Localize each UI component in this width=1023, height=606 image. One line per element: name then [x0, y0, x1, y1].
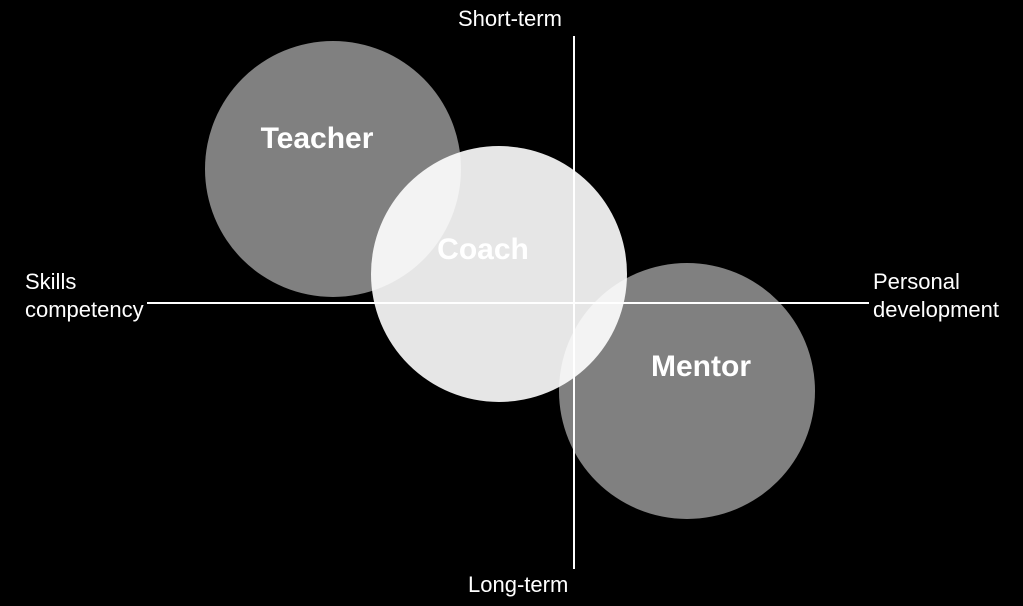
- axis-label-right: Personaldevelopment: [873, 268, 999, 324]
- circle-label-teacher: Teacher: [261, 122, 374, 156]
- circle-label-coach: Coach: [437, 233, 529, 267]
- axis-label-left-line-1: Skills: [25, 268, 144, 296]
- axis-label-left: Skillscompetency: [25, 268, 144, 324]
- axis-label-left-line-2: competency: [25, 296, 144, 324]
- axis-label-right-line-2: development: [873, 296, 999, 324]
- diagram-stage: Teacher Coach Mentor Short-term Long-term Ski…: [0, 0, 1023, 606]
- circle-mentor: Mentor: [559, 263, 815, 519]
- circle-label-mentor: Mentor: [651, 350, 751, 384]
- axis-label-bottom: Long-term: [468, 572, 568, 598]
- axis-label-top: Short-term: [458, 6, 562, 32]
- axis-label-right-line-1: Personal: [873, 268, 999, 296]
